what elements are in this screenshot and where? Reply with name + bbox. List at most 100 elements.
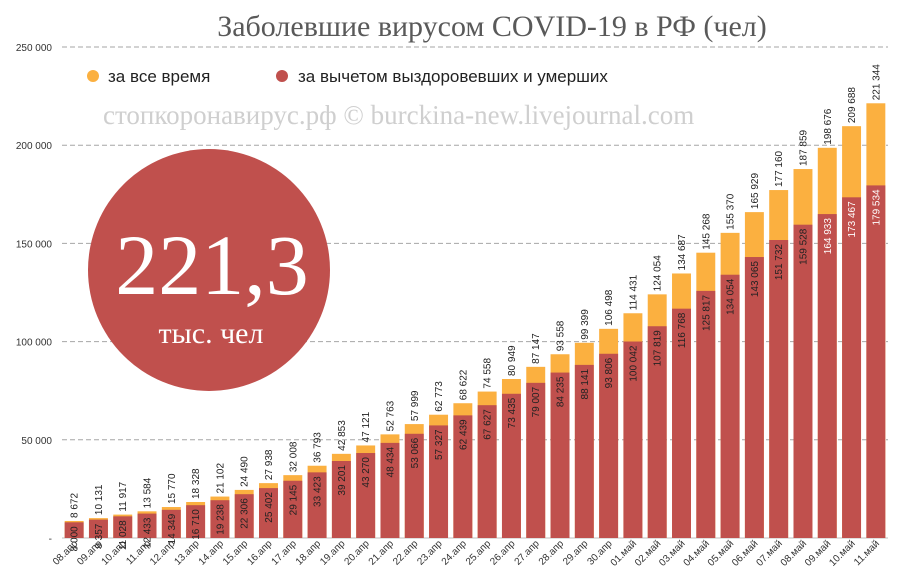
x-tick-label: 02.май xyxy=(633,538,663,568)
data-label-total: 145 268 xyxy=(701,213,712,250)
x-tick-label: 14.апр xyxy=(197,538,227,568)
legend-marker-total xyxy=(87,70,99,82)
data-label-total: 114 431 xyxy=(628,274,639,310)
data-label-active: 164 933 xyxy=(823,218,834,255)
data-label-total: 18 328 xyxy=(191,468,202,499)
bar-active xyxy=(283,480,303,538)
data-label-active: 48 434 xyxy=(385,446,396,477)
data-label-active: 25 402 xyxy=(264,492,275,523)
bar-active xyxy=(477,405,497,538)
data-label-total: 36 793 xyxy=(313,432,324,463)
bar-active xyxy=(307,472,327,538)
data-label-total: 13 584 xyxy=(143,477,154,508)
bar-active xyxy=(404,433,424,538)
x-tick-label: 15.апр xyxy=(221,538,251,568)
badge-value: 221,3 xyxy=(115,217,309,313)
badge-circle xyxy=(88,149,330,391)
x-tick-label: 08.май xyxy=(779,538,809,568)
x-tick-label: 07.май xyxy=(754,538,784,568)
data-label-active: 11 028 xyxy=(118,520,129,550)
data-label-total: 32 008 xyxy=(288,441,299,472)
data-label-total: 221 344 xyxy=(871,64,882,101)
legend-marker-active xyxy=(276,70,288,82)
bars xyxy=(64,103,886,539)
bar-active xyxy=(696,290,716,538)
bar-active xyxy=(769,239,789,538)
data-label-active: 143 065 xyxy=(750,261,761,298)
x-tick-label: 06.май xyxy=(730,538,760,568)
data-label-total: 187 859 xyxy=(798,129,809,166)
data-label-total: 27 938 xyxy=(264,449,275,480)
data-label-active: 100 042 xyxy=(628,345,639,382)
data-label-active: 53 066 xyxy=(410,437,421,468)
bar-active xyxy=(331,461,351,538)
bar-active xyxy=(866,185,886,539)
data-label-active: 12 433 xyxy=(143,517,154,548)
y-tick-label: - xyxy=(49,534,52,545)
data-label-total: 8 672 xyxy=(70,493,81,518)
data-label-active: 125 817 xyxy=(701,294,712,331)
data-label-active: 79 007 xyxy=(531,386,542,417)
data-label-total: 93 558 xyxy=(556,320,567,351)
bar-active xyxy=(599,353,619,538)
data-label-total: 57 999 xyxy=(410,390,421,421)
x-tick-label: 08.апр xyxy=(51,538,81,568)
bar-active xyxy=(429,425,449,538)
data-label-active: 73 435 xyxy=(507,397,518,428)
y-tick-label: 150 000 xyxy=(16,239,53,250)
x-tick-label: 21.апр xyxy=(367,538,397,568)
data-label-total: 62 773 xyxy=(434,381,445,412)
data-label-total: 74 558 xyxy=(483,358,494,389)
bar-active xyxy=(210,500,230,538)
data-label-total: 24 490 xyxy=(240,456,251,487)
x-tick-label: 23.апр xyxy=(415,538,445,568)
data-labels: 8 672 8 000 10 131 9 357 11 917 11 028 13 584 1… xyxy=(70,64,883,552)
bar-active xyxy=(380,442,400,538)
bar-active xyxy=(113,516,133,538)
bar-active xyxy=(64,522,84,538)
data-label-total: 87 147 xyxy=(531,333,542,364)
data-label-total: 68 622 xyxy=(458,369,469,400)
data-label-active: 159 528 xyxy=(798,228,809,265)
data-label-active: 62 439 xyxy=(458,419,469,450)
data-label-active: 84 235 xyxy=(556,376,567,407)
data-label-active: 29 145 xyxy=(288,484,299,515)
data-label-total: 80 949 xyxy=(507,345,518,376)
data-label-active: 173 467 xyxy=(847,201,858,238)
data-label-active: 107 819 xyxy=(653,330,664,367)
data-label-total: 42 853 xyxy=(337,420,348,451)
bar-active xyxy=(623,341,643,538)
data-label-total: 198 676 xyxy=(823,108,834,145)
data-label-total: 21 102 xyxy=(215,463,226,494)
data-label-total: 177 160 xyxy=(774,150,785,187)
data-label-total: 124 054 xyxy=(653,255,664,292)
data-label-total: 15 770 xyxy=(167,473,178,504)
badge: 221,3 тыс. чел xyxy=(88,149,330,391)
chart-title: Заболевшие вирусом COVID-19 в РФ (чел) xyxy=(217,10,767,43)
data-label-active: 179 534 xyxy=(871,189,882,226)
bar-active xyxy=(793,224,813,538)
data-label-total: 106 498 xyxy=(604,289,615,326)
data-label-active: 16 710 xyxy=(191,509,202,540)
data-label-total: 165 929 xyxy=(750,173,761,210)
y-tick-label: 250 000 xyxy=(16,43,53,54)
x-tick-label: 04.май xyxy=(682,538,712,568)
data-label-active: 33 423 xyxy=(313,476,324,507)
bar-active xyxy=(453,415,473,538)
x-tick-label: 01.май xyxy=(609,538,639,568)
data-label-active: 39 201 xyxy=(337,465,348,496)
data-label-total: 52 763 xyxy=(385,400,396,431)
y-tick-label: 50 000 xyxy=(21,436,52,447)
bar-active xyxy=(744,257,764,538)
bar-active xyxy=(161,509,181,538)
bar-active xyxy=(842,197,862,539)
y-axis-ticks: - 50 000 100 000 150 000 200 000 250 000 xyxy=(16,43,53,545)
bar-active xyxy=(647,326,667,538)
bar-active xyxy=(88,519,108,538)
data-label-total: 99 399 xyxy=(580,309,591,340)
data-label-total: 10 131 xyxy=(94,484,105,515)
data-label-active: 14 349 xyxy=(167,513,178,544)
x-tick-label: 26.апр xyxy=(488,538,518,568)
bar-active xyxy=(186,505,206,538)
